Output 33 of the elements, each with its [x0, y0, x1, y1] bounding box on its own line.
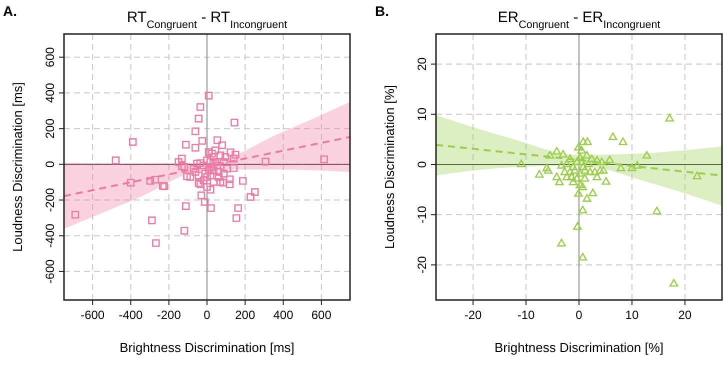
x-tick-label: 0: [204, 308, 211, 322]
x-axis-title: Brightness Discrimination [%]: [494, 340, 664, 355]
x-tick-label: 400: [273, 308, 294, 322]
text: B.: [375, 3, 389, 19]
y-tick-label: -10: [415, 206, 429, 224]
x-tick-label: -10: [517, 308, 536, 322]
line-series: [63, 136, 351, 198]
y-tick-label: -400: [43, 223, 57, 248]
chart-title: ER$_{Congruent}$ - ER$_{Incongruent}$: [498, 9, 660, 31]
x-tick-label: 20: [678, 308, 692, 322]
x-tick-label: 10: [625, 308, 639, 322]
x-tick-label: -20: [464, 308, 482, 322]
x-tick-label: 200: [235, 308, 256, 322]
y-tick-label: -20: [415, 256, 429, 274]
x-tick-label: -600: [80, 308, 105, 322]
y-tick-label: -200: [43, 188, 57, 212]
x-axis-title: Brightness Discrimination [ms]: [120, 340, 294, 355]
x-tick-label: -400: [118, 308, 144, 322]
chart-title: RT$_{Congruent}$ - RT$_{Incongruent}$: [126, 9, 288, 31]
y-axis-title: Loudness Discrimination [%]: [382, 84, 397, 250]
y-tick-label: 0: [415, 160, 429, 168]
y-tick-label: 600: [43, 46, 57, 68]
x-tick-label: 600: [311, 308, 332, 322]
y-tick-label: 0: [43, 160, 57, 168]
y-tick-label: 400: [43, 82, 57, 103]
y-tick-label: 200: [43, 118, 57, 139]
y-tick-label: -600: [43, 259, 57, 284]
y-axis-title: Loudness Discrimination [ms]: [10, 82, 25, 252]
x-tick-label: 0: [576, 308, 583, 322]
y-tick-label: 10: [415, 107, 429, 121]
text: A.: [3, 3, 17, 19]
x-tick-label: -200: [156, 308, 182, 322]
y-tick-label: 20: [415, 57, 429, 71]
